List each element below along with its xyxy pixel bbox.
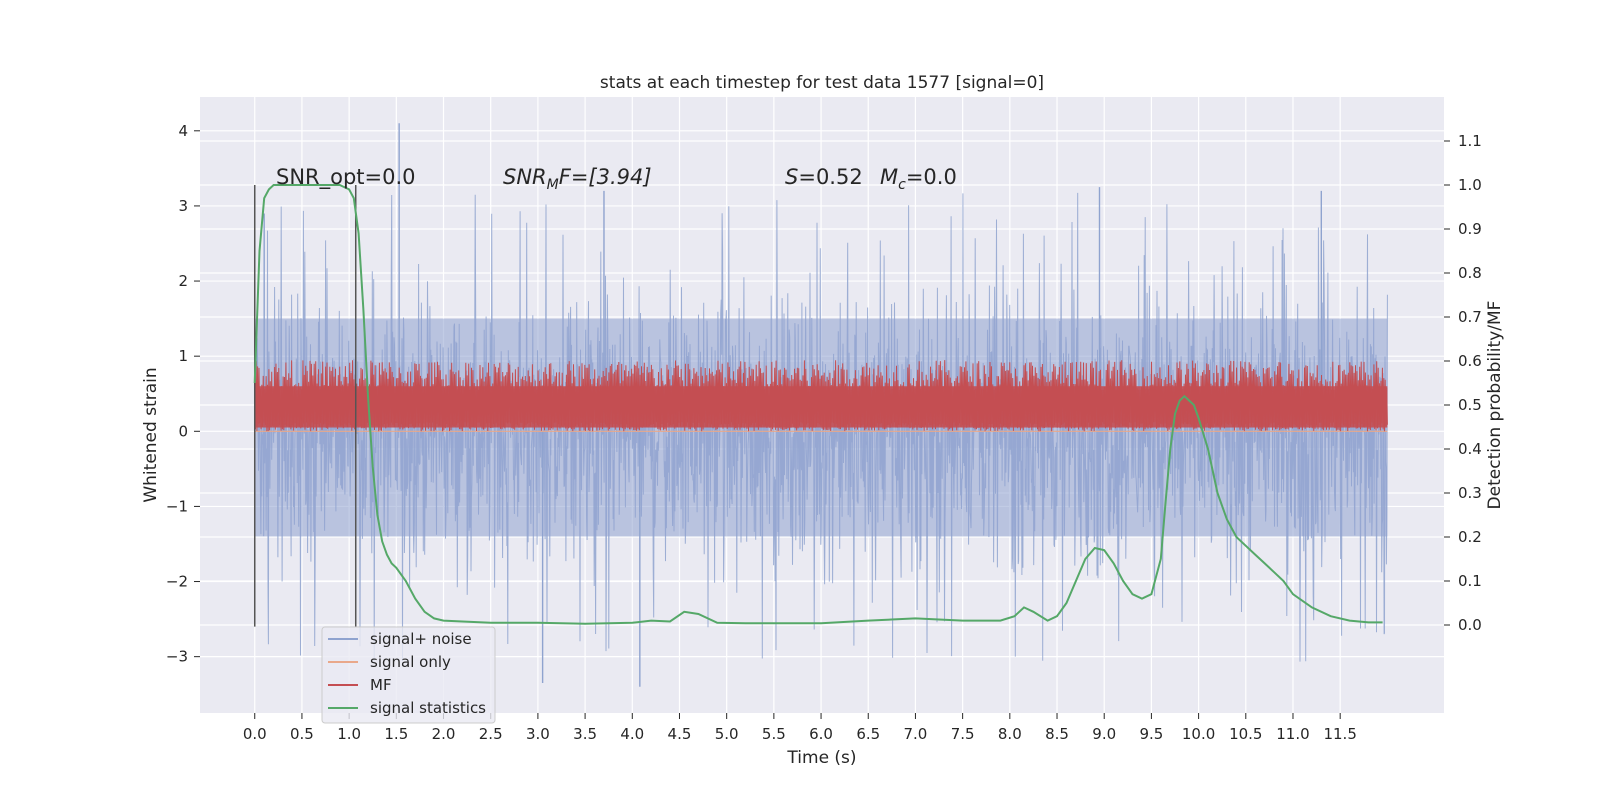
y2-tick-label: 0.3 [1458, 484, 1482, 502]
mc-rest: =0.0 [906, 165, 957, 189]
y2-tick-label: 0.2 [1458, 528, 1482, 546]
y2-tick-label: 0.1 [1458, 572, 1482, 590]
mc-sub: c [898, 177, 906, 193]
chart-title: stats at each timestep for test data 157… [600, 73, 1044, 93]
legend-label-noise: signal+ noise [370, 630, 472, 648]
legend-box [321, 626, 496, 724]
snr-mf-sub: M [547, 177, 559, 193]
y2-tick-label: 1.1 [1458, 132, 1482, 150]
x-tick-label: 2.0 [432, 725, 456, 743]
signal-statistics-line [253, 184, 1383, 625]
annotation-s: S=0.52 [785, 165, 863, 189]
snr-mf-rest: F=[3.94] [559, 165, 652, 189]
y-tick-label: 0 [178, 422, 188, 440]
legend-label-mf: MF [370, 676, 392, 694]
series-signal-statistics [253, 184, 1383, 625]
annotation-snr-mf: SNRMF=[3.94] [503, 165, 652, 193]
snr-mf-main: SNR [503, 165, 547, 189]
y2-tick-label: 1.0 [1458, 176, 1482, 194]
y2-axis-label: Detection probability/MF [1485, 301, 1505, 510]
legend-label-stats: signal statistics [370, 699, 486, 717]
y-axis-label: Whitened strain [141, 367, 161, 502]
x-tick-label: 9.0 [1092, 725, 1116, 743]
x-tick-label: 7.5 [951, 725, 975, 743]
mc-var: M [880, 165, 898, 189]
x-tick-label: 5.5 [762, 725, 786, 743]
x-tick-label: 1.5 [384, 725, 408, 743]
x-tick-label: 6.0 [809, 725, 833, 743]
x-tick-label: 7.0 [904, 725, 928, 743]
x-tick-label: 5.0 [715, 725, 739, 743]
y2-tick-label: 0.9 [1458, 220, 1482, 238]
annotation-snr-opt: SNR_opt=0.0 [276, 165, 416, 190]
x-tick-label: 11.5 [1323, 725, 1356, 743]
y-axis-left: −3 −2 −1 0 1 2 3 4 [166, 122, 200, 666]
x-axis: 0.0 0.5 1.0 1.5 2.0 2.5 3.0 3.5 4.0 4.5 5.0 5.5 6.0 6… [243, 713, 1357, 743]
y-tick-label: −2 [166, 573, 188, 591]
x-tick-label: 4.0 [620, 725, 644, 743]
x-tick-label: 3.0 [526, 725, 550, 743]
x-tick-label: 8.0 [998, 725, 1022, 743]
x-tick-label: 10.5 [1229, 725, 1262, 743]
x-tick-label: 0.5 [290, 725, 314, 743]
y2-tick-label: 0.5 [1458, 396, 1482, 414]
x-tick-label: 2.5 [479, 725, 503, 743]
s-rest: =0.52 [798, 165, 862, 189]
y-tick-label: 4 [178, 122, 188, 140]
mf-line [254, 360, 1388, 432]
x-tick-label: 10.0 [1182, 725, 1215, 743]
y2-tick-label: 0.4 [1458, 440, 1482, 458]
annotation-mc: Mc=0.0 [880, 165, 957, 193]
y2-tick-label: 0.7 [1458, 308, 1482, 326]
y-tick-label: 2 [178, 272, 188, 290]
x-tick-label: 3.5 [573, 725, 597, 743]
y2-tick-label: 0.6 [1458, 352, 1482, 370]
vertical-markers [253, 185, 357, 627]
x-tick-label: 4.5 [668, 725, 692, 743]
y-tick-label: 3 [178, 197, 188, 215]
legend-label-signal: signal only [370, 653, 451, 671]
y-tick-label: −3 [166, 648, 188, 666]
x-tick-label: 0.0 [243, 725, 267, 743]
y-axis-right: 0.0 0.1 0.2 0.3 0.4 0.5 0.6 0.7 0.8 0.9 1.0 1.1 [1444, 132, 1482, 634]
y2-tick-label: 0.0 [1458, 616, 1482, 634]
x-tick-label: 9.5 [1139, 725, 1163, 743]
y-tick-label: −1 [166, 497, 188, 515]
x-tick-label: 1.0 [337, 725, 361, 743]
y2-tick-label: 0.8 [1458, 264, 1482, 282]
x-tick-label: 6.5 [856, 725, 880, 743]
y-tick-label: 1 [178, 347, 188, 365]
x-tick-label: 11.0 [1276, 725, 1309, 743]
x-tick-label: 8.5 [1045, 725, 1069, 743]
x-axis-label: Time (s) [786, 748, 856, 768]
legend: signal+ noise signal only MF signal stat… [321, 626, 496, 724]
s-var: S [785, 165, 798, 189]
